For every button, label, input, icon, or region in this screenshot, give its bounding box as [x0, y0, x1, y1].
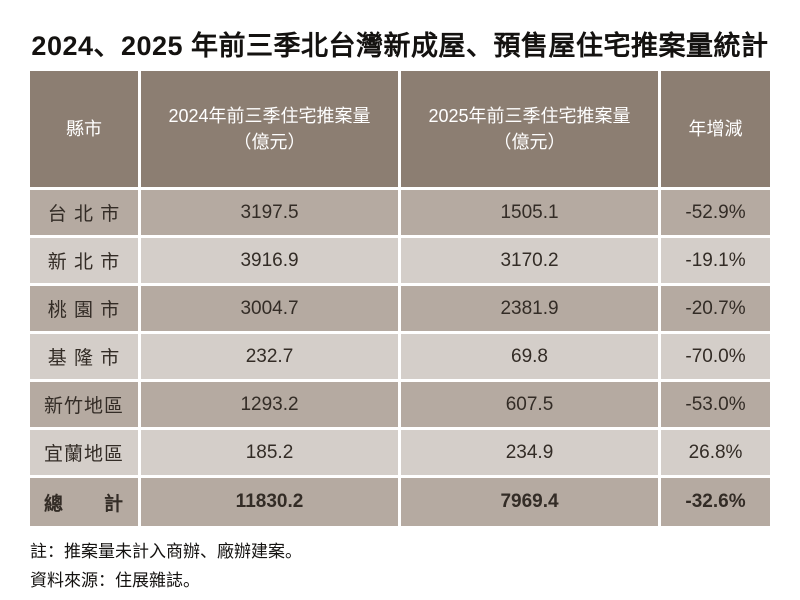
region-cell: 基 隆 市 — [30, 334, 138, 379]
value-2024-cell: 232.7 — [141, 334, 398, 379]
value-2025-cell: 234.9 — [401, 430, 658, 475]
value-2025-cell: 3170.2 — [401, 238, 658, 283]
total-2025-cell: 7969.4 — [401, 478, 658, 526]
value-2024-cell: 3916.9 — [141, 238, 398, 283]
total-2024-cell: 11830.2 — [141, 478, 398, 526]
header-2024-line2: （億元） — [233, 132, 306, 152]
header-region-label: 縣市 — [66, 119, 102, 139]
value-2025-cell: 607.5 — [401, 382, 658, 427]
header-cell-2024: 2024年前三季住宅推案量 （億元） — [141, 71, 398, 187]
stats-table: 縣市 2024年前三季住宅推案量 （億元） 2025年前三季住宅推案量 （億元）… — [30, 71, 770, 526]
region-cell: 台 北 市 — [30, 190, 138, 235]
yoy-cell: -70.0% — [661, 334, 770, 379]
page-title: 2024、2025 年前三季北台灣新成屋、預售屋住宅推案量統計 — [31, 31, 769, 61]
region-cell: 宜蘭地區 — [30, 430, 138, 475]
header-cell-2025: 2025年前三季住宅推案量 （億元） — [401, 71, 658, 187]
value-2024-cell: 3197.5 — [141, 190, 398, 235]
header-2024-line1: 2024年前三季住宅推案量 — [168, 106, 371, 126]
yoy-cell: -52.9% — [661, 190, 770, 235]
yoy-cell: -53.0% — [661, 382, 770, 427]
note-line-1: 註：推案量未計入商辦、廠辦建案。 — [30, 542, 302, 561]
footnotes: 註：推案量未計入商辦、廠辦建案。 資料來源：住展雜誌。 — [30, 537, 800, 595]
yoy-cell: -19.1% — [661, 238, 770, 283]
value-2024-cell: 3004.7 — [141, 286, 398, 331]
yoy-cell: 26.8% — [661, 430, 770, 475]
value-2024-cell: 185.2 — [141, 430, 398, 475]
header-cell-region: 縣市 — [30, 71, 138, 187]
value-2025-cell: 1505.1 — [401, 190, 658, 235]
region-cell: 桃 園 市 — [30, 286, 138, 331]
value-2025-cell: 69.8 — [401, 334, 658, 379]
header-2025-line2: （億元） — [493, 132, 566, 152]
header-cell-yoy: 年增減 — [661, 71, 770, 187]
header-yoy-label: 年增減 — [688, 119, 743, 139]
note-line-2: 資料來源：住展雜誌。 — [30, 571, 200, 590]
value-2025-cell: 2381.9 — [401, 286, 658, 331]
region-cell: 新 北 市 — [30, 238, 138, 283]
header-2025-line1: 2025年前三季住宅推案量 — [428, 106, 631, 126]
region-cell: 新竹地區 — [30, 382, 138, 427]
total-region-cell: 總 計 — [30, 478, 138, 526]
value-2024-cell: 1293.2 — [141, 382, 398, 427]
yoy-cell: -20.7% — [661, 286, 770, 331]
total-yoy-cell: -32.6% — [661, 478, 770, 526]
